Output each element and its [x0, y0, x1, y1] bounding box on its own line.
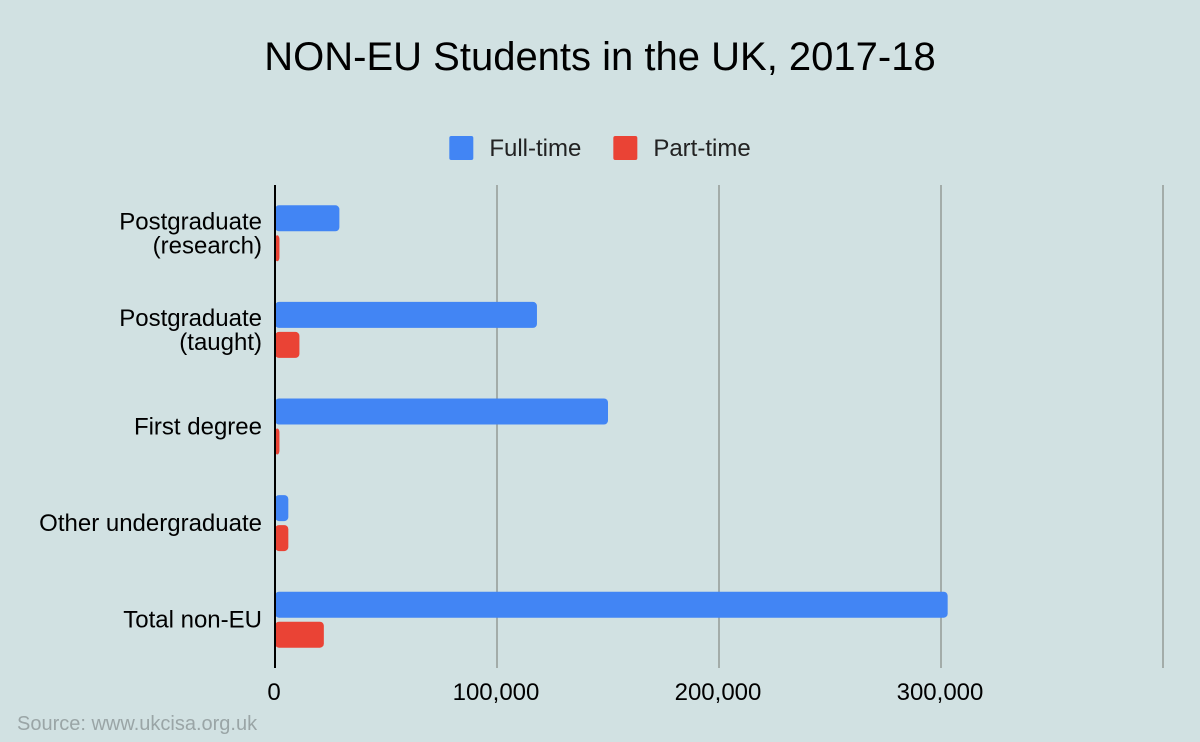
source-note: Source: www.ukcisa.org.uk [17, 713, 258, 735]
gridlines [496, 185, 1164, 668]
bar-full-time [275, 301, 537, 328]
x-tick-label: 0 [267, 679, 280, 706]
category-labels: Postgraduate (research) Postgraduate (taugh… [39, 208, 262, 633]
category-label: Total non-EU [123, 607, 262, 634]
bar-full-time [275, 398, 608, 425]
bar-part-time [275, 525, 289, 552]
bar-part-time [275, 428, 280, 455]
bar-full-time [275, 205, 340, 232]
legend: Full-time Part-time [449, 135, 751, 162]
x-tick-label: 300,000 [897, 679, 984, 706]
bar-part-time [275, 235, 280, 262]
x-tick-label: 200,000 [675, 679, 762, 706]
bar-part-time [275, 331, 300, 358]
category-label: Postgraduate (research) [119, 208, 262, 259]
bar-part-time [275, 621, 324, 648]
legend-swatch [613, 136, 638, 160]
category-label: Postgraduate (taught) [119, 305, 262, 356]
category-label: First degree [134, 414, 262, 441]
x-tick-labels: 0 100,000 200,000 300,000 [267, 679, 983, 706]
bar-full-time [275, 591, 948, 618]
bars [275, 205, 948, 648]
legend-swatch [449, 136, 474, 160]
legend-label: Part-time [653, 135, 750, 162]
chart-title: NON-EU Students in the UK, 2017-18 [264, 35, 935, 79]
x-tick-label: 100,000 [453, 679, 540, 706]
bar-full-time [275, 495, 289, 522]
category-label: Other undergraduate [39, 510, 262, 537]
legend-label: Full-time [489, 135, 581, 162]
